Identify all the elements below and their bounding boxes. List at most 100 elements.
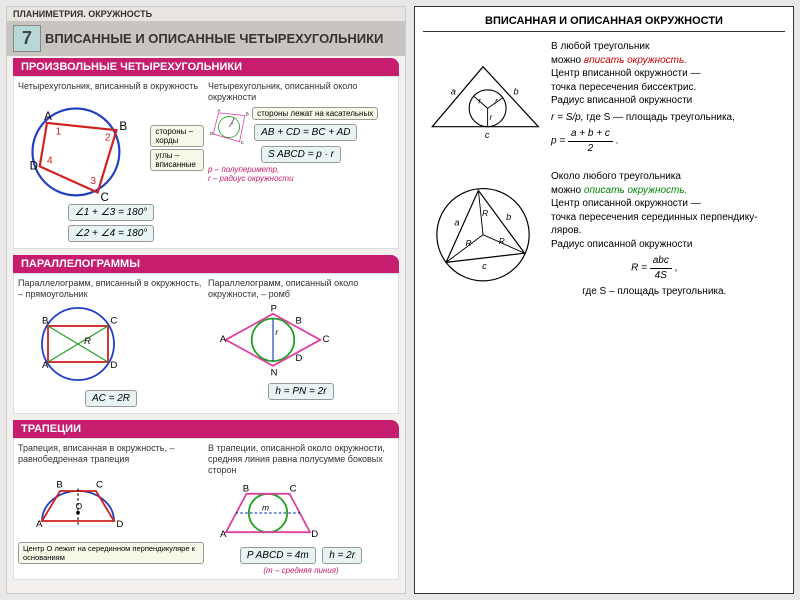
svg-text:C: C bbox=[101, 192, 109, 202]
angle-sum-1: ∠1 + ∠3 = 180° bbox=[68, 204, 155, 221]
inscribed-quad-diagram: A B C D 1 2 3 4 bbox=[18, 94, 148, 203]
area-formula: S ABCD = p · r bbox=[261, 146, 341, 163]
svg-text:a: a bbox=[454, 217, 459, 227]
svg-text:D: D bbox=[311, 529, 318, 540]
ins-l2b: вписать окружность. bbox=[584, 55, 687, 66]
sec3-left-sub: Трапеция, вписанная в окружность, – равн… bbox=[18, 443, 204, 465]
svg-text:A: A bbox=[36, 519, 43, 530]
ins-l5: Радиус вписанной окружности bbox=[551, 94, 735, 108]
svg-text:r: r bbox=[232, 121, 234, 126]
svg-text:R: R bbox=[482, 208, 488, 218]
section2-bar: ПАРАЛЛЕЛОГРАММЫ bbox=[13, 255, 399, 273]
sec2-left: Параллелограмм, вписанный в окружность, … bbox=[18, 278, 204, 409]
svg-text:r: r bbox=[478, 96, 482, 106]
svg-text:m: m bbox=[262, 503, 269, 513]
trapezoid-in-circle-diagram: O A B C D bbox=[18, 467, 138, 539]
circ-l3: Центр описанной окружности — bbox=[551, 197, 758, 211]
inscribed-circle-diagram: r r r a b c bbox=[423, 40, 543, 158]
svg-text:B: B bbox=[119, 121, 127, 133]
ins-f1a: r = S/p, bbox=[551, 112, 584, 123]
note-m: (m – средняя линия) bbox=[208, 566, 394, 575]
r-frac-num: abc bbox=[650, 254, 672, 269]
sec1-right-col: Четырехугольник, описанный около окружно… bbox=[208, 81, 394, 244]
section1-body: Четырехугольник, вписанный в окружность … bbox=[13, 76, 399, 249]
svg-text:2: 2 bbox=[105, 132, 111, 143]
svg-text:c: c bbox=[485, 130, 490, 140]
ins-l3: Центр вписанной окружности — bbox=[551, 67, 735, 81]
section3-body: Трапеция, вписанная в окружность, – равн… bbox=[13, 438, 399, 580]
section2-body: Параллелограмм, вписанный в окружность, … bbox=[13, 273, 399, 414]
r-lhs: R = bbox=[631, 263, 650, 274]
category-label: ПЛАНИМЕТРИЯ. ОКРУЖНОСТЬ bbox=[7, 7, 405, 21]
svg-text:O: O bbox=[76, 501, 83, 511]
right-title: ВПИСАННАЯ И ОПИСАННАЯ ОКРУЖНОСТИ bbox=[423, 15, 785, 32]
circumscribed-text: Около любого треугольника можно описать … bbox=[551, 170, 758, 299]
svg-text:1: 1 bbox=[56, 126, 62, 137]
svg-text:A: A bbox=[220, 529, 227, 540]
p-frac-num: a + b + c bbox=[568, 127, 613, 142]
svg-text:b: b bbox=[513, 86, 518, 96]
note-p: p – полупериметр, bbox=[208, 165, 394, 174]
rhombus-around-circle-diagram: A P C N B D r bbox=[208, 302, 338, 379]
tag-sides-chords: стороны – хорды bbox=[150, 125, 204, 147]
r-frac-den: 4S bbox=[650, 269, 672, 283]
note-r: r – радиус окружности bbox=[208, 174, 394, 183]
sec1-right-sub: Четырехугольник, описанный около окружно… bbox=[208, 81, 394, 103]
svg-text:R: R bbox=[465, 238, 471, 248]
sec2-right-sub: Параллелограмм, описанный около окружнос… bbox=[208, 278, 394, 300]
r-fraction: abc 4S bbox=[650, 254, 672, 282]
svg-text:A: A bbox=[220, 334, 227, 345]
svg-text:C: C bbox=[241, 140, 244, 145]
svg-text:B: B bbox=[243, 484, 249, 495]
sec2-left-sub: Параллелограмм, вписанный в окружность, … bbox=[18, 278, 204, 300]
section1-bar: ПРОИЗВОЛЬНЫЕ ЧЕТЫРЕХУГОЛЬНИКИ bbox=[13, 58, 399, 76]
svg-text:r: r bbox=[275, 328, 279, 337]
h-pn-2r: h = PN = 2r bbox=[268, 383, 333, 400]
circ-l2b: описать окружность. bbox=[584, 185, 688, 196]
svg-text:c: c bbox=[482, 261, 487, 271]
main-title-row: 7 ВПИСАННЫЕ И ОПИСАННЫЕ ЧЕТЫРЕХУГОЛЬНИКИ bbox=[7, 21, 405, 56]
svg-text:a: a bbox=[451, 86, 456, 96]
circumscribed-quad-diagram: r A B C D bbox=[208, 105, 250, 144]
svg-text:R: R bbox=[84, 336, 91, 347]
p-fraction: a + b + c 2 bbox=[568, 127, 613, 155]
inscribed-row: r r r a b c В любой треугольник можно вп… bbox=[423, 40, 785, 158]
circ-l4: точка пересечения серединных перпендику- bbox=[551, 211, 758, 225]
angle-sum-2: ∠2 + ∠4 = 180° bbox=[68, 225, 155, 242]
svg-text:N: N bbox=[271, 367, 278, 378]
right-reference-card: ВПИСАННАЯ И ОПИСАННАЯ ОКРУЖНОСТИ r r r a… bbox=[414, 6, 794, 594]
svg-text:A: A bbox=[44, 111, 52, 123]
circumscribed-row: R R R a b c Около любого треугольника мо… bbox=[423, 170, 785, 299]
inscribed-text: В любой треугольник можно вписать окружн… bbox=[551, 40, 735, 158]
tag-center-perp: Центр O лежит на серединном перпендикуля… bbox=[18, 542, 204, 564]
svg-text:r: r bbox=[489, 112, 493, 122]
svg-text:C: C bbox=[323, 334, 330, 345]
sec1-left-col: Четырехугольник, вписанный в окружность … bbox=[18, 81, 204, 244]
svg-text:D: D bbox=[210, 131, 213, 136]
svg-text:D: D bbox=[295, 353, 302, 364]
svg-text:b: b bbox=[506, 212, 511, 222]
svg-text:B: B bbox=[42, 316, 48, 327]
p-frac-den: 2 bbox=[568, 142, 613, 156]
circ-l1: Около любого треугольника bbox=[551, 170, 758, 184]
circ-note: где S – площадь треугольника. bbox=[551, 285, 758, 299]
sec2-right: Параллелограмм, описанный около окружнос… bbox=[208, 278, 394, 409]
svg-text:A: A bbox=[42, 360, 49, 371]
svg-text:C: C bbox=[110, 316, 117, 327]
ins-f2-lhs: p = bbox=[551, 136, 568, 147]
svg-text:P: P bbox=[271, 303, 277, 314]
circ-l2a: можно bbox=[551, 185, 584, 196]
rectangle-in-circle-diagram: A B C D R bbox=[18, 302, 138, 386]
main-title: ВПИСАННЫЕ И ОПИСАННЫЕ ЧЕТЫРЕХУГОЛЬНИКИ bbox=[45, 31, 383, 46]
h-2r: h = 2r bbox=[322, 547, 362, 564]
svg-text:B: B bbox=[295, 315, 301, 326]
lesson-number: 7 bbox=[13, 25, 41, 52]
svg-text:3: 3 bbox=[90, 176, 96, 187]
circ-l6: Радиус описанной окружности bbox=[551, 238, 758, 252]
circumscribed-circle-diagram: R R R a b c bbox=[423, 170, 543, 299]
trapezoid-around-circle-diagram: A B C D m bbox=[208, 477, 328, 543]
svg-text:B: B bbox=[56, 479, 62, 490]
ins-l2a: можно bbox=[551, 55, 584, 66]
svg-text:C: C bbox=[96, 479, 103, 490]
sec3-right: В трапеции, описанной около окружности, … bbox=[208, 443, 394, 575]
